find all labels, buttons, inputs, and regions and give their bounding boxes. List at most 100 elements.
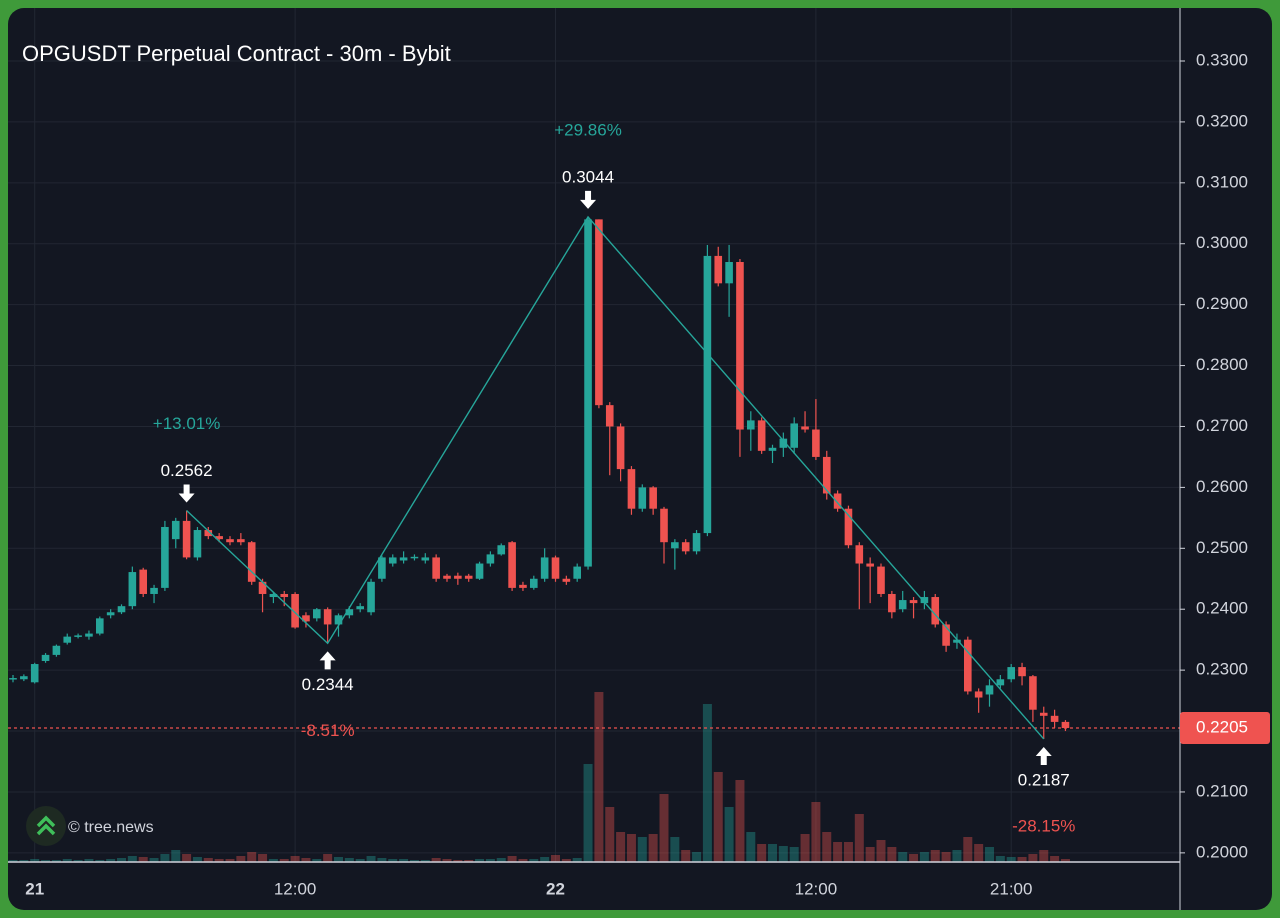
- volume-bar: [51, 860, 61, 862]
- candle-body: [681, 542, 690, 552]
- candle-body: [757, 420, 766, 451]
- axis-layer: 0.20000.21000.22000.23000.24000.25000.26…: [25, 50, 1270, 898]
- candle-body: [171, 520, 180, 540]
- candle-body: [302, 615, 310, 622]
- candle-body: [627, 469, 636, 509]
- logo-icon: [36, 815, 56, 836]
- volume-bar: [572, 858, 582, 862]
- candle-body: [215, 536, 223, 540]
- candle-body: [443, 575, 451, 579]
- candle-body: [1007, 667, 1015, 680]
- candle-body: [812, 429, 820, 457]
- volume-bar: [637, 837, 647, 862]
- grid: [8, 8, 1180, 862]
- candle-body: [996, 679, 1005, 686]
- volume-bar: [225, 859, 235, 862]
- candle-body: [117, 606, 126, 613]
- volume-bar: [95, 860, 105, 862]
- volume-bar: [995, 856, 1005, 862]
- candle-body: [1029, 676, 1037, 710]
- volume-bar: [62, 859, 72, 862]
- pivot-value: 0.2344: [302, 675, 354, 694]
- candle-body: [497, 545, 506, 555]
- volume-bar: [247, 852, 257, 862]
- y-tick-label: 0.2000: [1196, 842, 1248, 861]
- candle-body: [399, 557, 408, 561]
- candle-body: [931, 597, 940, 625]
- candle-body: [855, 545, 864, 564]
- candle-body: [540, 557, 549, 579]
- volume-bar: [323, 854, 333, 862]
- candle-body: [790, 423, 798, 448]
- candle-body: [844, 508, 853, 546]
- volume-bar: [930, 850, 940, 862]
- candle-body: [247, 542, 256, 582]
- volume-bar: [735, 780, 745, 862]
- candle-body: [779, 438, 788, 448]
- candle-body: [161, 526, 169, 588]
- y-tick-label: 0.2100: [1196, 781, 1248, 800]
- candle-body: [182, 520, 191, 558]
- volume-bar: [702, 704, 712, 862]
- candle-body: [595, 219, 603, 406]
- candle-body: [30, 664, 39, 683]
- volume-bar: [279, 859, 289, 862]
- candle-body: [725, 262, 733, 284]
- volume-bar: [442, 859, 452, 862]
- x-tick-label: 22: [546, 879, 565, 898]
- candle-body: [605, 405, 614, 427]
- volume-bar: [366, 856, 376, 862]
- candle-body: [464, 575, 473, 579]
- volume-bar: [551, 855, 560, 862]
- volume-bar: [268, 859, 278, 862]
- candle-body: [52, 645, 61, 655]
- volume-bar: [529, 859, 539, 862]
- candle-body: [974, 691, 983, 698]
- volume-bar: [8, 860, 18, 862]
- candle-body: [942, 624, 950, 646]
- volume-bar: [681, 850, 691, 862]
- candle-body: [454, 575, 462, 579]
- x-tick-label: 21: [25, 879, 44, 898]
- volume-bar: [301, 858, 311, 862]
- volume-bar: [127, 856, 137, 862]
- volume-bar: [507, 856, 517, 862]
- candle-body: [410, 556, 419, 559]
- pivot-value: 0.2187: [1018, 770, 1070, 789]
- volume-bar: [843, 842, 853, 862]
- chart-title: OPGUSDT Perpetual Contract - 30m - Bybit: [22, 41, 451, 66]
- candle-body: [866, 563, 874, 567]
- candle-body: [345, 609, 354, 616]
- candle-body: [421, 557, 430, 561]
- candle-body: [833, 493, 842, 509]
- candle-body: [150, 587, 158, 594]
- volume-bar: [420, 860, 430, 862]
- candle-body: [258, 581, 267, 594]
- volume-bar: [963, 837, 973, 862]
- candle-body: [714, 255, 723, 284]
- candle-body: [747, 420, 755, 430]
- volume-bar: [19, 860, 29, 862]
- candle-body: [703, 255, 712, 534]
- volume-bar: [192, 857, 202, 862]
- volume-bar: [822, 832, 832, 862]
- candle-body: [334, 615, 343, 625]
- volume-bar: [355, 859, 365, 862]
- volume-bar: [431, 858, 441, 862]
- volume-bar: [290, 856, 300, 862]
- candle-body: [20, 676, 28, 680]
- volume-bar: [909, 854, 919, 862]
- y-tick-label: 0.2400: [1196, 599, 1248, 618]
- volume-bar: [648, 834, 658, 862]
- volume-bar: [941, 852, 951, 862]
- volume-bar: [670, 837, 680, 862]
- candle-body: [475, 563, 484, 579]
- panel: [8, 8, 1272, 910]
- candle-body: [204, 530, 213, 537]
- candle-body: [920, 597, 929, 604]
- volume-bar: [106, 859, 116, 862]
- candle-body: [573, 566, 581, 579]
- candle-body: [1050, 715, 1059, 722]
- volume-bar: [485, 859, 495, 862]
- volume-bar: [887, 847, 897, 862]
